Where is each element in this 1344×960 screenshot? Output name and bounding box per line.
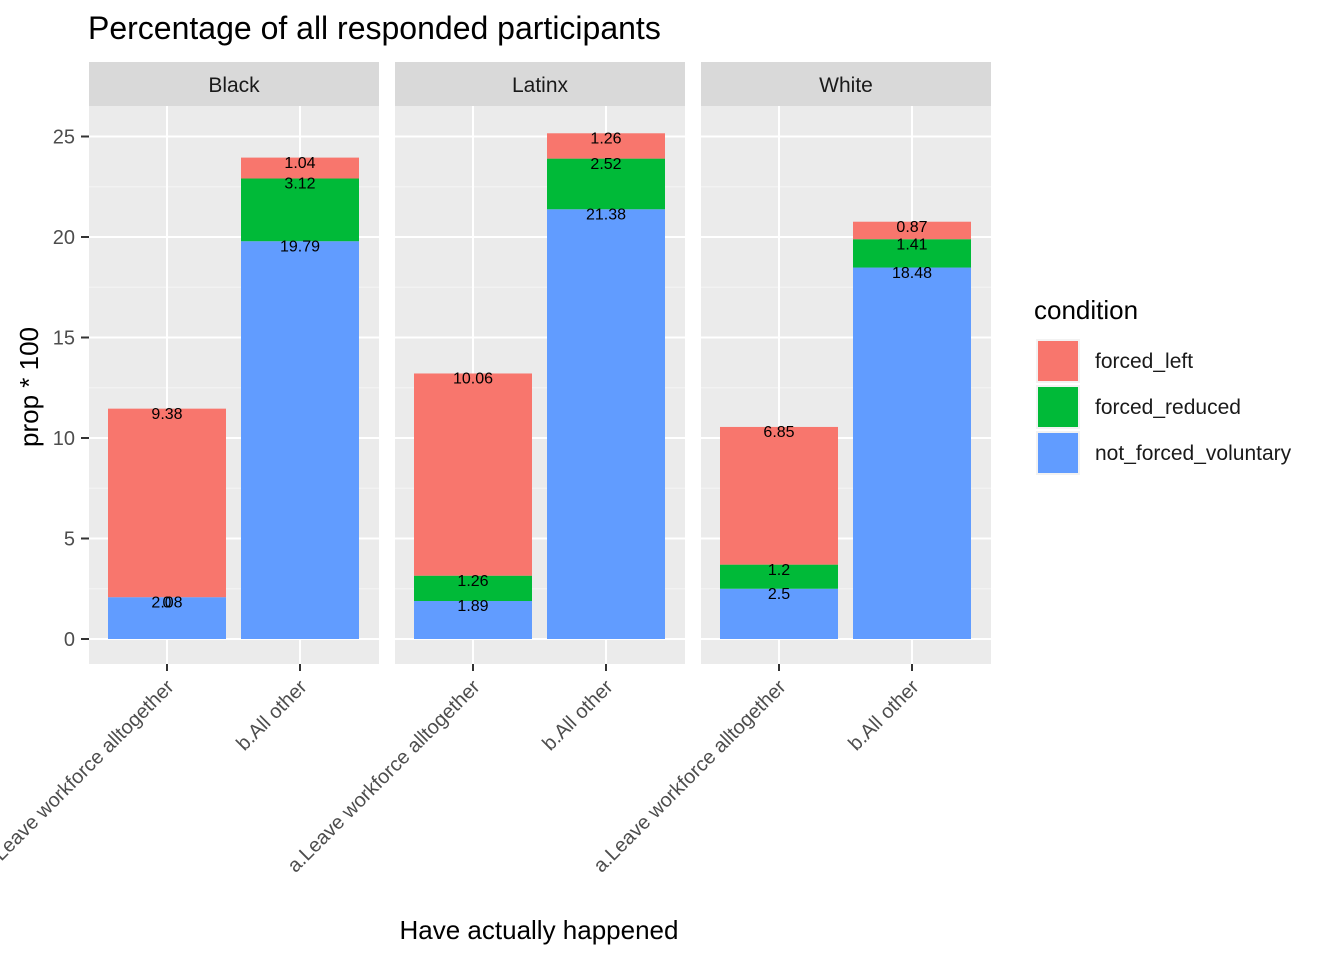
data-label-not_forced_voluntary: 2.5 (768, 586, 790, 603)
legend-item-not_forced_voluntary: not_forced_voluntary (1036, 431, 1292, 475)
bar-segment-forced_reduced (720, 564, 838, 589)
data-label-forced_left: 10.06 (453, 371, 493, 388)
bar-segment-not_forced_voluntary (108, 597, 226, 639)
bar-segment-forced_left (547, 133, 665, 159)
facet-strip (89, 62, 379, 106)
legend-label: forced_reduced (1095, 396, 1241, 419)
x-tick-label: b.All other (538, 676, 617, 755)
chart-title: Percentage of all responded participants (88, 10, 661, 46)
x-tick-label: a.Leave workforce alltogether (589, 676, 790, 877)
legend-swatch (1038, 341, 1078, 381)
legend-item-forced_reduced: forced_reduced (1036, 385, 1241, 429)
facet-strip-label: Black (208, 74, 260, 97)
bar-segment-not_forced_voluntary (853, 267, 971, 639)
bar-segment-forced_reduced (853, 239, 971, 268)
data-label-forced_reduced: 1.2 (768, 562, 790, 579)
bar-segment-forced_left (853, 221, 971, 240)
data-label-forced_left: 9.38 (151, 406, 182, 423)
y-tick-label: 5 (64, 529, 75, 551)
y-tick-label: 15 (53, 328, 75, 350)
legend-title: condition (1034, 295, 1138, 325)
facet-strip-label: White (819, 74, 873, 97)
bar-segment-forced_reduced (241, 178, 359, 242)
data-label-forced_left: 1.26 (590, 131, 621, 148)
data-label-forced_reduced: 1.26 (457, 573, 488, 590)
bar-segment-not_forced_voluntary (720, 588, 838, 639)
bar-segment-forced_reduced (414, 575, 532, 602)
x-axis-title: Have actually happened (400, 915, 679, 945)
data-label-not_forced_voluntary: 19.79 (280, 238, 320, 255)
x-tick-label: b.All other (232, 676, 311, 755)
legend-label: forced_left (1095, 350, 1193, 373)
y-tick-label: 20 (53, 227, 75, 249)
data-label-forced_reduced: 1.41 (896, 236, 927, 253)
facet-strip (701, 62, 991, 106)
x-tick-label: b.All other (844, 676, 923, 755)
legend-swatch (1038, 387, 1078, 427)
bar-segment-not_forced_voluntary (414, 601, 532, 639)
data-label-forced_left: 6.85 (763, 424, 794, 441)
legend: condition forced_left forced_reduced not_f… (1034, 295, 1292, 475)
y-axis-title: prop * 100 (14, 327, 44, 447)
bar-segment-forced_left (241, 157, 359, 179)
y-tick-label: 10 (53, 428, 75, 450)
y-tick-label: 0 (64, 629, 75, 651)
data-label-forced_reduced: 2.52 (590, 156, 621, 173)
y-axis: 0 5 10 15 20 25 (53, 127, 89, 651)
data-label-forced_reduced: 3.12 (284, 176, 315, 193)
facet-strip (395, 62, 685, 106)
data-label-not_forced_voluntary: 21.38 (586, 206, 626, 223)
facet-panel-latinx: Latinx 1.89 1.26 10.06 a.Leave workforce all… (283, 62, 685, 877)
bar-segment-not_forced_voluntary (547, 209, 665, 639)
legend-item-forced_left: forced_left (1036, 339, 1193, 383)
data-label-not_forced_voluntary: 18.48 (892, 265, 932, 282)
legend-swatch (1038, 433, 1078, 473)
data-label-not_forced_voluntary: 2.08 (151, 594, 182, 611)
bar-segment-forced_left (414, 373, 532, 576)
data-label-forced_left: 1.04 (284, 155, 315, 172)
x-tick-label: a.Leave workforce alltogether (0, 676, 179, 877)
bar-segment-forced_reduced (547, 158, 665, 210)
x-tick-label: a.Leave workforce alltogether (283, 676, 484, 877)
data-label-forced_reduced: 0 (163, 594, 172, 611)
bar-segment-not_forced_voluntary (241, 241, 359, 639)
legend-label: not_forced_voluntary (1095, 442, 1292, 465)
data-label-forced_left: 0.87 (896, 219, 927, 236)
facet-strip-label: Latinx (512, 74, 569, 97)
data-label-not_forced_voluntary: 1.89 (457, 598, 488, 615)
bar-segment-forced_left (108, 408, 226, 598)
y-tick-label: 25 (53, 127, 75, 149)
bar-segment-forced_left (720, 426, 838, 565)
